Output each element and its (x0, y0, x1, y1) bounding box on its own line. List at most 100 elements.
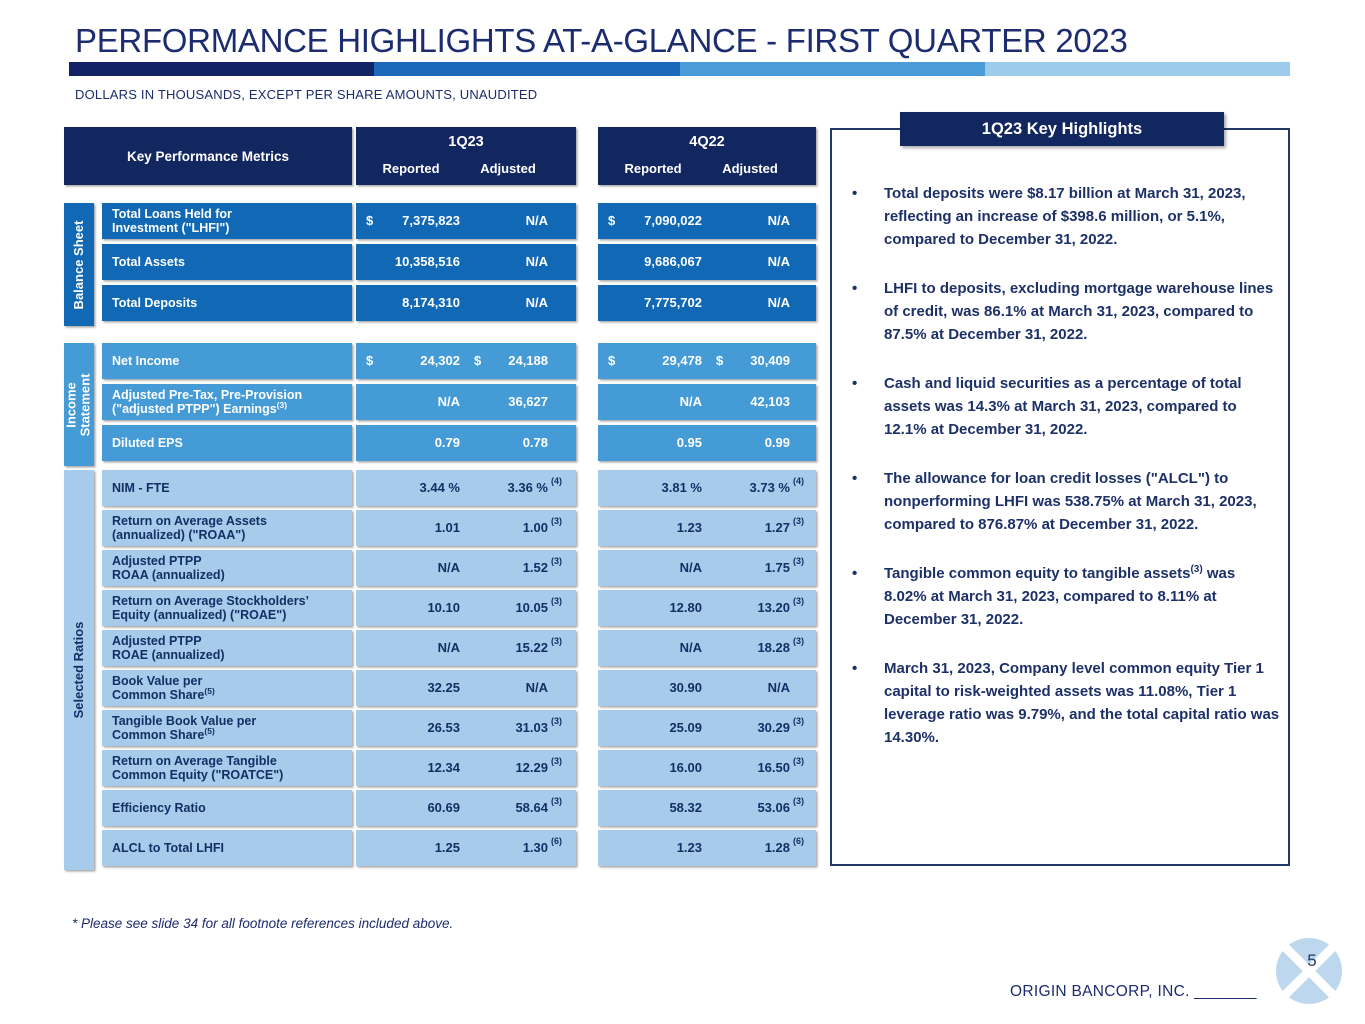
bullet-text: LHFI to deposits, excluding mortgage war… (884, 280, 1274, 343)
metric-value-cell: $7,375,823 N/A (356, 203, 576, 239)
adjusted-value: N/A (525, 680, 548, 695)
bullet-text: March 31, 2023, Company level common equ… (884, 660, 1280, 746)
metric-value-cell: 3.44 % 3.36 % (4) (356, 470, 576, 506)
reported-value: N/A (437, 560, 460, 575)
reported-value: 1.23 (676, 520, 702, 535)
key-highlights-title: 1Q23 Key Highlights (900, 112, 1224, 146)
table-row: Adjusted PTPP ROAE (annualized) N/A 15.22 (3… (102, 630, 816, 666)
metric-label-line: Diluted EPS (112, 435, 183, 450)
metric-value-cell: 25.09 30.29 (3) (598, 710, 816, 746)
footnote-marker: (3) (793, 796, 804, 806)
metric-label: Return on Average Tangible Common Equity … (102, 750, 352, 786)
reported-value: 24,302 (420, 353, 460, 368)
metric-value-cell: 1.01 1.00 (3) (356, 510, 576, 546)
adjusted-column-header: Adjusted (480, 161, 536, 176)
metric-label: ALCL to Total LHFI (102, 830, 352, 866)
metric-label: Return on Average Assets (annualized) ("R… (102, 510, 352, 546)
adjusted-value: 18.28 (757, 640, 790, 655)
currency-symbol: $ (608, 353, 616, 368)
adjusted-value: 1.52 (522, 560, 548, 575)
metric-label: Return on Average Stockholders’ Equity (a… (102, 590, 352, 626)
table-row: Tangible Book Value per Common Share(5) 26… (102, 710, 816, 746)
adjusted-value: 15.22 (515, 640, 548, 655)
metric-value-cell: 60.69 58.64 (3) (356, 790, 576, 826)
metric-value-cell: $24,302 $24,188 (356, 343, 576, 379)
section-balance-sheet: Balance Sheet Total Loans Held for Investm… (64, 203, 816, 326)
bullet-text: Tangible common equity to tangible asset… (884, 564, 1236, 629)
reported-value: 16.00 (669, 760, 702, 775)
table-row: Adjusted PTPP ROAA (annualized) N/A 1.52 (3)… (102, 550, 816, 586)
reported-value: 1.25 (434, 840, 460, 855)
section-label-text: Balance Sheet (70, 220, 86, 309)
bullet-marker: • (852, 565, 858, 582)
metric-label-line: Investment ("LHFI") (112, 221, 230, 235)
reported-value: 58.32 (669, 800, 702, 815)
period-label: 4Q22 (689, 134, 725, 150)
metric-value-cell: 32.25 N/A (356, 670, 576, 706)
bullet-marker: • (852, 375, 858, 392)
reported-value: 1.23 (676, 840, 702, 855)
metric-label-line: ROAE (annualized) (112, 648, 225, 662)
bullet-text: Cash and liquid securities as a percenta… (884, 375, 1242, 438)
footnote-marker: (3) (551, 596, 562, 606)
reported-value: 10,358,516 (394, 254, 460, 269)
metric-value-cell: 7,775,702 N/A (598, 285, 816, 321)
adjusted-value: 0.78 (522, 435, 548, 450)
section-label-income-statement: Income Statement (64, 343, 94, 466)
footnote-marker: (3) (551, 756, 562, 766)
adjusted-value: 53.06 (757, 800, 790, 815)
table-row: Total Deposits 8,174,310 N/A 7,775,702 N/A (102, 285, 816, 321)
bullet-marker: • (852, 280, 858, 297)
highlight-bullet: • Tangible common equity to tangible asse… (852, 562, 1280, 631)
metric-label-line: Total Deposits (112, 295, 198, 310)
section-rows: Total Loans Held for Investment ("LHFI") $… (102, 203, 816, 321)
accent-bar-segment-4 (984, 62, 1290, 76)
currency-symbol: $ (608, 213, 616, 228)
footnote-marker: (3) (793, 636, 804, 646)
reported-value: 60.69 (427, 800, 460, 815)
table-row: Return on Average Tangible Common Equity … (102, 750, 816, 786)
highlight-bullet: • Total deposits were $8.17 billion at Ma… (852, 182, 1280, 251)
metric-value-cell: 58.32 53.06 (3) (598, 790, 816, 826)
reported-value: 7,090,022 (644, 213, 702, 228)
metric-label: Efficiency Ratio (102, 790, 352, 826)
table-row: Net Income $24,302 $24,188 $29,478 $30,409 (102, 343, 816, 379)
currency-symbol: $ (716, 353, 724, 368)
metric-label: Diluted EPS (102, 425, 352, 461)
adjusted-value: 30.29 (757, 720, 790, 735)
adjusted-value: N/A (767, 254, 790, 269)
metric-label-line: Adjusted PTPP (112, 633, 202, 648)
adjusted-value: 58.64 (515, 800, 548, 815)
metric-value-cell: 1.23 1.27 (3) (598, 510, 816, 546)
section-rows: NIM - FTE 3.44 % 3.36 % (4) 3.81 % 3.73 % (4) R… (102, 470, 816, 866)
subtitle-note: DOLLARS IN THOUSANDS, EXCEPT PER SHARE A… (75, 87, 538, 102)
metric-label: Total Deposits (102, 285, 352, 321)
highlight-bullet: • LHFI to deposits, excluding mortgage wa… (852, 277, 1280, 346)
section-label-balance-sheet: Balance Sheet (64, 203, 94, 326)
footnote-marker: (3) (551, 636, 562, 646)
reported-value: 8,174,310 (402, 295, 460, 310)
footnote-marker: (4) (551, 476, 562, 486)
page-title: PERFORMANCE HIGHLIGHTS AT-A-GLANCE - FIR… (75, 22, 1128, 59)
reported-value: 0.95 (676, 435, 702, 450)
reported-value: N/A (679, 394, 702, 409)
metric-value-cell: 12.34 12.29 (3) (356, 750, 576, 786)
metric-value-cell: 10,358,516 N/A (356, 244, 576, 280)
reported-value: N/A (437, 394, 460, 409)
footnote-marker: (6) (551, 836, 562, 846)
currency-symbol: $ (366, 353, 374, 368)
table-row: Adjusted Pre-Tax, Pre-Provision ("adjuste… (102, 384, 816, 420)
reported-value: N/A (437, 640, 460, 655)
footnote-marker: (3) (793, 716, 804, 726)
metric-label: Total Loans Held for Investment ("LHFI") (102, 203, 352, 239)
metric-label-line: Tangible Book Value per (112, 713, 257, 728)
metric-value-cell: 30.90 N/A (598, 670, 816, 706)
adjusted-value: 13.20 (757, 600, 790, 615)
bullet-marker: • (852, 185, 858, 202)
metric-label-line: Return on Average Tangible (112, 753, 277, 768)
reported-value: 1.01 (434, 520, 460, 535)
footnote-marker: (3) (551, 556, 562, 566)
footnote-marker: (3) (793, 756, 804, 766)
adjusted-value: 1.27 (764, 520, 790, 535)
